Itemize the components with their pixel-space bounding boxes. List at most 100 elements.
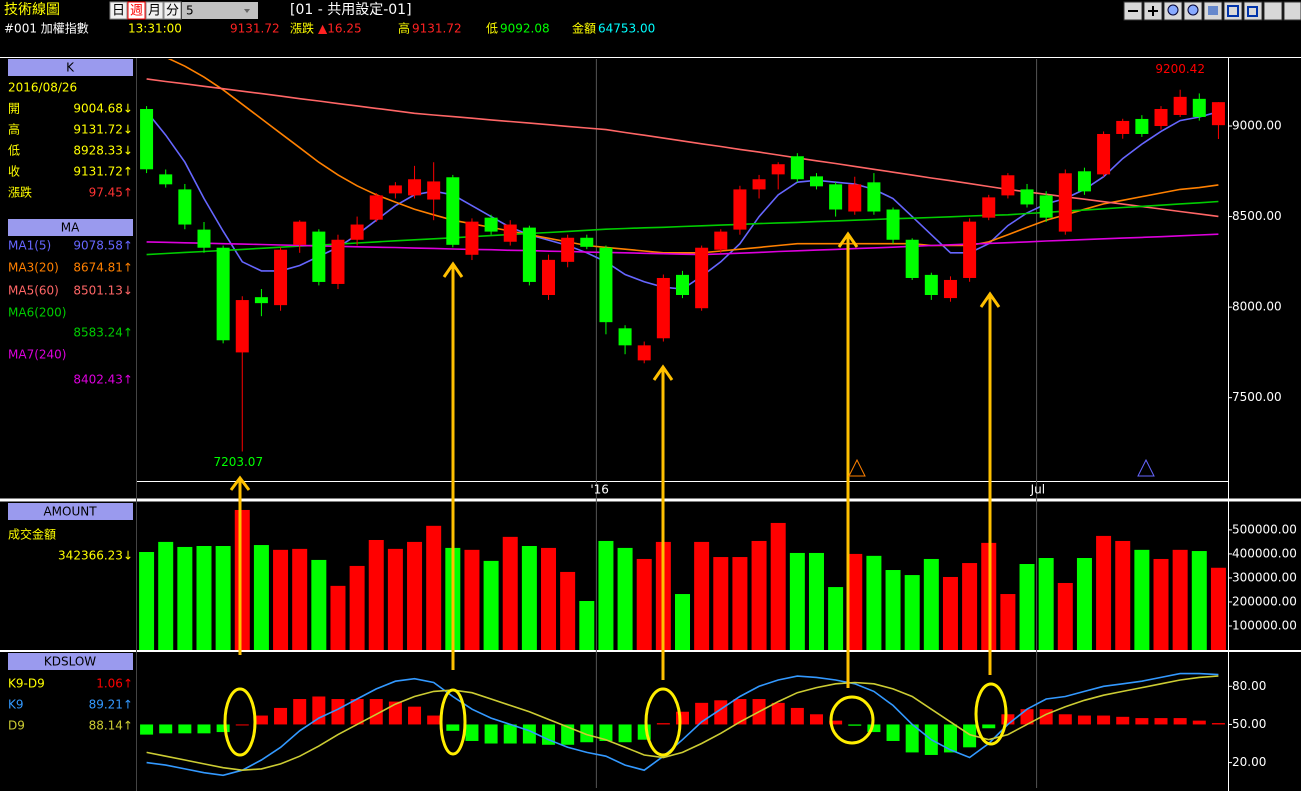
amount-bar bbox=[560, 571, 576, 650]
candle-body bbox=[1135, 118, 1149, 134]
kd-diff-bar bbox=[178, 724, 192, 734]
kd-diff-bar bbox=[771, 702, 785, 725]
quote-time: 13:31:00 bbox=[128, 22, 182, 36]
candle-body bbox=[350, 224, 364, 240]
annotations bbox=[223, 231, 1155, 757]
candle-body bbox=[1039, 195, 1053, 218]
kd-diff-bar bbox=[886, 724, 900, 741]
candle-body bbox=[1154, 108, 1168, 127]
amount-bar bbox=[311, 559, 327, 650]
layout-name: [01 - 共用設定-01] bbox=[290, 2, 412, 18]
period-label[interactable]: 分 bbox=[166, 4, 179, 19]
amount-bar bbox=[962, 563, 978, 650]
amount-bar bbox=[847, 553, 863, 650]
candle-body bbox=[829, 184, 843, 210]
period-button[interactable] bbox=[163, 1, 182, 20]
kd-diff-bar bbox=[274, 707, 288, 725]
candle-body bbox=[465, 221, 479, 255]
panel-header bbox=[8, 503, 133, 520]
period-button[interactable] bbox=[127, 1, 146, 20]
period-label[interactable]: 日 bbox=[112, 4, 125, 19]
candle-body bbox=[1020, 189, 1034, 205]
candle-body bbox=[178, 189, 192, 225]
kd-diff-bar bbox=[618, 724, 632, 743]
amount-bar bbox=[387, 548, 403, 650]
info-label: 收 bbox=[8, 165, 20, 179]
icon bbox=[1247, 6, 1258, 17]
kd-diff-bar bbox=[503, 724, 517, 744]
period-button[interactable] bbox=[145, 1, 164, 20]
candle-body bbox=[408, 179, 422, 196]
candle-body bbox=[1001, 175, 1015, 196]
ma-legend-value: 8583.24↑ bbox=[73, 326, 133, 340]
arrow bbox=[442, 261, 464, 670]
candle-body bbox=[771, 164, 785, 175]
kd-diff-bar bbox=[809, 714, 823, 725]
window-button[interactable] bbox=[1223, 1, 1243, 21]
amount-bar bbox=[407, 541, 423, 650]
kd-legend-name: K9-D9 bbox=[8, 677, 45, 691]
period-label[interactable]: 月 bbox=[148, 4, 161, 19]
ma-legend-name: MA6(200) bbox=[8, 306, 66, 320]
kd-diff-bar bbox=[580, 724, 594, 743]
amount-bar bbox=[1057, 582, 1073, 650]
candle-body bbox=[752, 179, 766, 190]
amount-bar bbox=[904, 575, 920, 650]
candle-body bbox=[809, 176, 823, 187]
toolbar bbox=[1123, 1, 1301, 21]
amount-bar bbox=[923, 558, 939, 650]
candle-body bbox=[848, 184, 862, 212]
ma-legend-name: MA5(60) bbox=[8, 284, 59, 298]
panel-header bbox=[8, 59, 133, 76]
candle-body bbox=[274, 249, 288, 306]
amount-title: AMOUNT bbox=[43, 505, 97, 519]
period-button[interactable] bbox=[109, 1, 128, 20]
amount-bar bbox=[368, 539, 384, 650]
symbol: #001 加權指數 bbox=[4, 21, 89, 36]
extra-button[interactable] bbox=[1263, 1, 1283, 21]
restore-button[interactable] bbox=[1243, 1, 1263, 21]
candle-body bbox=[982, 197, 996, 218]
info-value: 9131.72↑ bbox=[73, 165, 133, 179]
ellipse bbox=[644, 687, 682, 757]
amount-bar bbox=[426, 525, 442, 650]
kd-diff-bar bbox=[848, 724, 862, 726]
candle-body bbox=[1058, 173, 1072, 232]
extra-button-2[interactable] bbox=[1283, 1, 1301, 21]
kd-diff-bar bbox=[216, 724, 230, 733]
change: ▲16.25 bbox=[318, 22, 362, 36]
amount-bar bbox=[675, 594, 690, 650]
kd-diff-bar bbox=[1058, 714, 1072, 725]
amount-bar bbox=[770, 522, 786, 650]
candle-body bbox=[733, 189, 747, 230]
amount-bar bbox=[158, 541, 174, 650]
icon bbox=[1187, 4, 1199, 16]
period-count[interactable]: 5 bbox=[186, 4, 194, 18]
amount-bar bbox=[1134, 549, 1150, 650]
kd-line bbox=[146, 672, 1219, 777]
kd-legend-value: 1.06↑ bbox=[96, 677, 133, 691]
candle-body bbox=[1211, 102, 1225, 126]
kd-legend-name: K9 bbox=[8, 698, 24, 712]
amount-bar bbox=[1076, 558, 1092, 650]
kd-diff-bar bbox=[140, 724, 154, 735]
info-value: 9131.72↓ bbox=[73, 123, 133, 137]
amount-bar bbox=[349, 565, 365, 650]
kd-diff-bar bbox=[331, 699, 345, 725]
amount-bar bbox=[885, 570, 901, 650]
candle-body bbox=[943, 279, 957, 299]
amount-bar bbox=[521, 545, 537, 650]
date: 2016/08/26 bbox=[8, 81, 77, 95]
period-label[interactable]: 週 bbox=[130, 4, 143, 19]
period-count-box[interactable] bbox=[182, 2, 258, 19]
amount-bar bbox=[292, 548, 308, 650]
x-tick-label: Jul bbox=[1030, 483, 1045, 497]
y-tick-label: 7500.00 bbox=[1232, 390, 1282, 404]
ma-legend-value: 8501.13↓ bbox=[73, 284, 133, 298]
amount-bar bbox=[196, 545, 212, 650]
amount-bar bbox=[636, 558, 652, 650]
amount-bar bbox=[177, 546, 193, 650]
amount-bar bbox=[1153, 558, 1169, 650]
candle-body bbox=[676, 274, 689, 295]
kd-diff-bar bbox=[943, 724, 957, 753]
